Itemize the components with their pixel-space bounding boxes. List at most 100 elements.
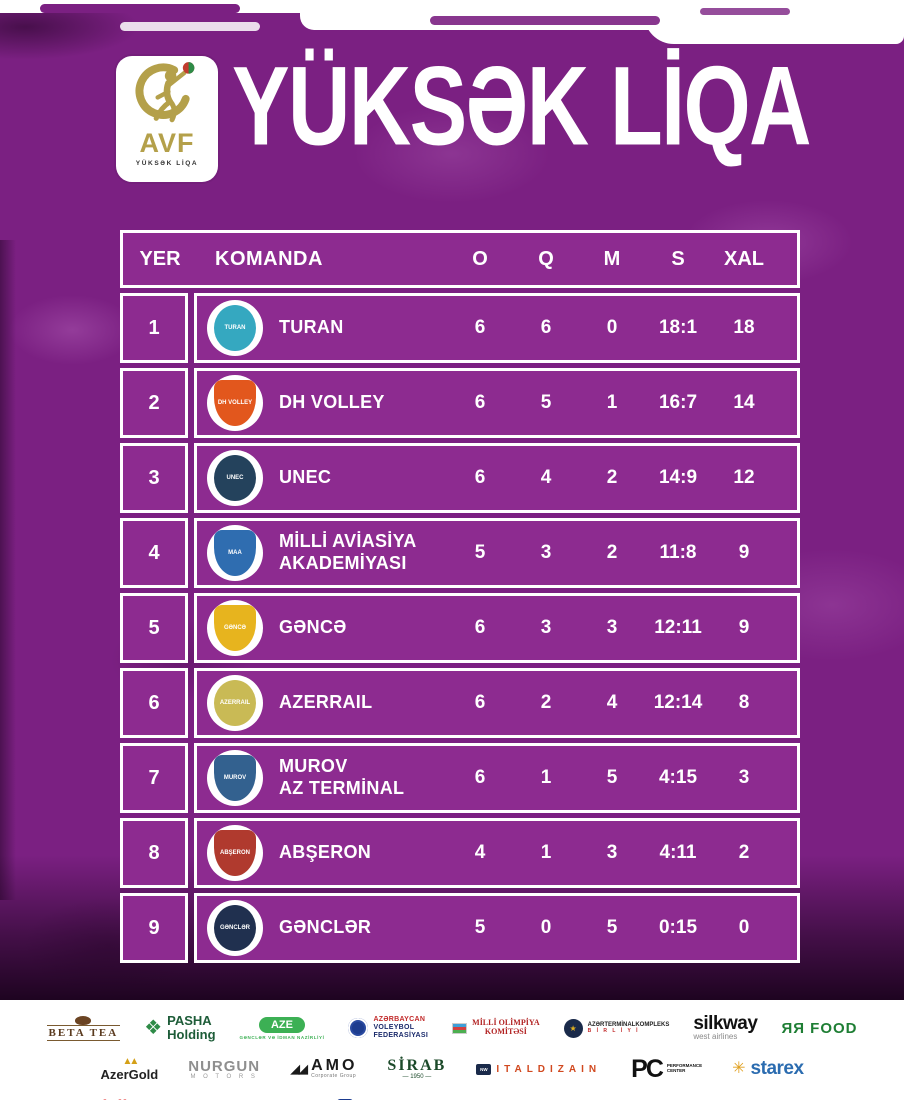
team-logo-unec: UNEC — [207, 450, 263, 506]
stat-o: 6 — [474, 392, 486, 413]
stat-o: 5 — [474, 917, 486, 938]
stat-q: 5 — [540, 392, 552, 413]
sponsor-azerterminalkompleks: ★ AZƏRTERMİNALKOMPLEKS B İ R L İ Y İ — [563, 1018, 669, 1038]
stat-s: 4:15 — [658, 767, 698, 788]
team-name: MUROV AZ TERMİNAL — [279, 756, 405, 798]
avf-sub-text: YÜKSƏK LİQA — [135, 160, 199, 167]
rank-cell: 4 — [120, 518, 188, 588]
gold-mountains-icon: ▲▲ — [122, 1055, 139, 1067]
stat-xal: 9 — [738, 542, 750, 563]
rank-cell: 1 — [120, 293, 188, 363]
stat-o: 6 — [474, 692, 486, 713]
avf-org-text: AVF — [139, 128, 195, 158]
team-cell: MUROV MUROV AZ TERMİNAL 6 1 5 4:15 3 — [194, 743, 800, 813]
team-logo-turan: TURAN — [207, 300, 263, 356]
standings-table: YER KOMANDA O Q M S XAL 1 TURAN TURAN 6 … — [120, 230, 800, 963]
stat-s: 12:14 — [653, 692, 703, 713]
stat-q: 0 — [540, 917, 552, 938]
rank-cell: 7 — [120, 743, 188, 813]
stat-o: 6 — [474, 467, 486, 488]
stat-xal: 0 — [738, 917, 750, 938]
table-row-murov: 7 MUROV MUROV AZ TERMİNAL 6 1 5 4:15 3 — [120, 743, 800, 813]
sponsor-aze: AZE GƏNCLƏR VƏ İDMAN NAZİRLİYİ — [239, 1016, 325, 1040]
rank-cell: 8 — [120, 818, 188, 888]
col-header-q: Q — [538, 247, 554, 270]
table-row-turan: 1 TURAN TURAN 6 6 0 18:1 18 — [120, 293, 800, 363]
pasha-star-icon: ❖ — [144, 1017, 163, 1039]
stat-m: 1 — [606, 392, 618, 413]
paint-stroke — [300, 0, 670, 30]
col-header-s: S — [671, 247, 685, 270]
paint-stroke — [120, 22, 260, 31]
team-name: MİLLİ AVİASİYA AKADEMİYASI — [279, 531, 417, 573]
stat-q: 4 — [540, 467, 552, 488]
stat-q: 6 — [540, 317, 552, 338]
stat-m: 4 — [606, 692, 618, 713]
sponsor-milli-olimpiya: MİLLİ OLİMPİYA KOMİTƏSİ — [452, 1018, 540, 1037]
table-row-azerrail: 6 AZERRAIL AZERRAIL 6 2 4 12:14 8 — [120, 668, 800, 738]
rank-cell: 5 — [120, 593, 188, 663]
sponsor-italdizain: NW ITALDIZAIN — [476, 1063, 601, 1075]
slanted-bars-icon: ◢◢ — [290, 1061, 308, 1076]
table-row-abseron: 8 ABŞERON ABŞERON 4 1 3 4:11 2 — [120, 818, 800, 888]
stat-m: 2 — [606, 542, 618, 563]
col-header-o: O — [472, 247, 488, 270]
sponsor-amo: ◢◢ AMO Corporate Group — [290, 1057, 358, 1080]
volleyball-player-icon — [135, 62, 195, 123]
team-logo-murov: MUROV — [207, 750, 263, 806]
team-name: AZERRAIL — [279, 692, 373, 713]
stat-xal: 14 — [733, 392, 755, 413]
stat-o: 4 — [474, 842, 486, 863]
left-edge-shadow — [0, 240, 16, 900]
stat-q: 3 — [540, 542, 552, 563]
sponsor-beta-tea: BETA TEA — [46, 1015, 121, 1041]
stat-m: 5 — [606, 917, 618, 938]
stat-s: 11:8 — [659, 542, 697, 563]
team-logo-abseron: ABŞERON — [207, 825, 263, 881]
stat-m: 3 — [606, 842, 618, 863]
rank-cell: 6 — [120, 668, 188, 738]
sponsor-silkway: silkway west airlines — [693, 1012, 758, 1042]
table-row-gencler: 9 GƏNCLƏR GƏNCLƏR 5 0 5 0:15 0 — [120, 893, 800, 963]
rank-cell: 9 — [120, 893, 188, 963]
team-name: GƏNCLƏR — [279, 917, 372, 938]
table-header-row: YER KOMANDA O Q M S XAL — [120, 230, 800, 288]
stat-xal: 12 — [733, 467, 755, 488]
sponsor-row-2: ▲▲ AzerGold NURGUN M O T O R S ◢◢ AMO Co… — [0, 1052, 904, 1086]
team-cell: MAA MİLLİ AVİASİYA AKADEMİYASI 5 3 2 11:8… — [194, 518, 800, 588]
table-row-dh-volley: 2 DH VOLLEY DH VOLLEY 6 5 1 16:7 14 — [120, 368, 800, 438]
team-cell: ABŞERON ABŞERON 4 1 3 4:11 2 — [194, 818, 800, 888]
team-cell: GƏNCLƏR GƏNCLƏR 5 0 5 0:15 0 — [194, 893, 800, 963]
paint-streak — [430, 16, 660, 25]
team-logo-gence: GƏNCƏ — [207, 600, 263, 656]
stat-s: 0:15 — [658, 917, 698, 938]
team-cell: UNEC UNEC 6 4 2 14:9 12 — [194, 443, 800, 513]
stat-o: 6 — [474, 317, 486, 338]
sponsors-footer: BETA TEA ❖ PASHA Holding AZE GƏNCLƏR VƏ … — [0, 1000, 904, 1100]
sponsor-sirab: SİRAB — 1950 — — [387, 1057, 447, 1081]
team-cell: DH VOLLEY DH VOLLEY 6 5 1 16:7 14 — [194, 368, 800, 438]
stat-o: 6 — [474, 617, 486, 638]
sponsor-azergold: ▲▲ AzerGold — [100, 1055, 159, 1082]
federation-emblem-icon — [348, 1018, 369, 1038]
rank-cell: 3 — [120, 443, 188, 513]
stat-q: 1 — [540, 842, 552, 863]
table-row-milli-aviasiya: 4 MAA MİLLİ AVİASİYA AKADEMİYASI 5 3 2 11… — [120, 518, 800, 588]
stat-xal: 3 — [738, 767, 750, 788]
sponsor-row-1: BETA TEA ❖ PASHA Holding AZE GƏNCLƏR VƏ … — [0, 1007, 904, 1049]
stat-s: 4:11 — [659, 842, 697, 863]
team-logo-gencler: GƏNCLƏR — [207, 900, 263, 956]
rank-cell: 2 — [120, 368, 188, 438]
stat-xal: 2 — [738, 842, 750, 863]
stat-xal: 18 — [733, 317, 755, 338]
team-logo-milli-aviasiya: MAA — [207, 525, 263, 581]
stat-o: 6 — [474, 767, 486, 788]
team-name: UNEC — [279, 467, 332, 488]
paint-streak — [700, 8, 790, 15]
azerbaijan-flag-icon — [452, 1022, 468, 1034]
sponsor-rr-food: ЯЯ FOOD — [781, 1019, 858, 1037]
stat-o: 5 — [474, 542, 486, 563]
team-name: ABŞERON — [279, 842, 372, 863]
sponsor-row-3: misli S SUZUKI FAB FAYDASINI ALANLAR F L… — [0, 1092, 904, 1100]
